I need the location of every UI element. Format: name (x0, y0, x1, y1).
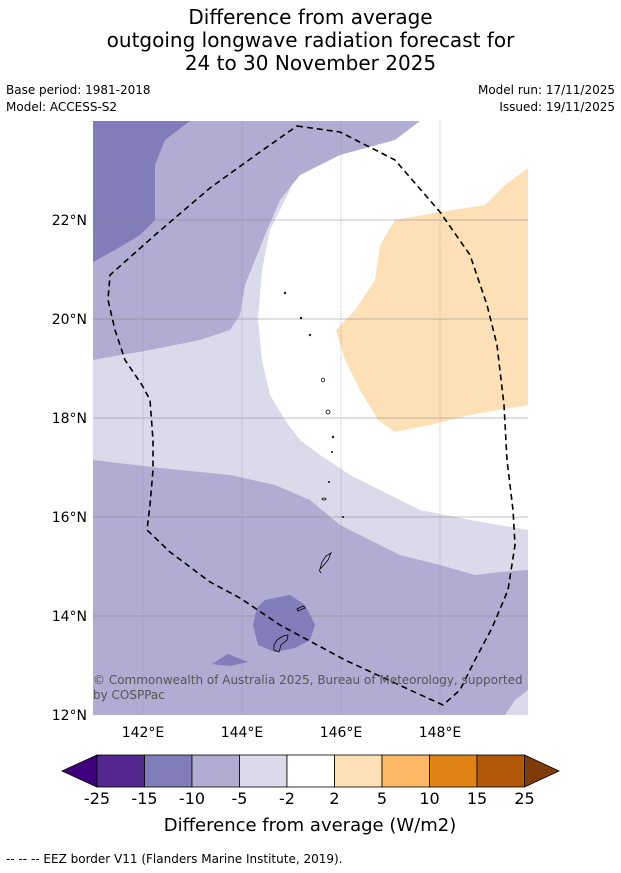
lat-label: 16°N (52, 510, 87, 526)
lon-label: 148°E (419, 725, 462, 741)
anomaly-band-medium-south (93, 460, 528, 715)
anomaly-dark-small (212, 654, 248, 666)
colorbar-tick: 2 (329, 789, 339, 808)
colorbar-swatch (96, 754, 145, 788)
model-run: Model run: 17/11/2025 (477, 83, 615, 97)
colorbar-ticks: -25 -15 -10 -5 -2 2 5 10 15 25 (84, 789, 535, 808)
lat-label: 12°N (52, 708, 87, 724)
issued-date: Issued: 19/11/2025 (499, 100, 615, 114)
colorbar-swatch (381, 754, 430, 788)
colorbar-tick: 25 (514, 789, 534, 808)
colorbar (61, 754, 560, 788)
copyright-line-2: by COSPPac (93, 688, 165, 702)
lat-label: 18°N (52, 411, 87, 427)
colorbar-swatch (191, 754, 240, 788)
positive-anomaly-region (336, 168, 528, 432)
copyright-line-1: © Commonwealth of Australia 2025, Bureau… (93, 673, 523, 687)
model-name: Model: ACCESS-S2 (6, 100, 118, 114)
colorbar-tick: -2 (279, 789, 295, 808)
anomaly-band-medium-north (93, 121, 420, 360)
base-period: Base period: 1981-2018 (6, 83, 151, 97)
colorbar-tick: 15 (467, 789, 487, 808)
lon-label: 146°E (320, 725, 363, 741)
lon-label: 144°E (221, 725, 264, 741)
colorbar-swatch (476, 754, 525, 788)
colorbar-label: Difference from average (W/m2) (164, 815, 456, 836)
lat-label: 22°N (52, 213, 87, 229)
meta-left: Base period: 1981-2018 Model: ACCESS-S2 (6, 82, 151, 116)
anomaly-dark-northwest (93, 121, 190, 262)
colorbar-tick: 10 (419, 789, 439, 808)
colorbar-swatch (239, 754, 288, 788)
colorbar-tick: -5 (232, 789, 248, 808)
colorbar-tick: -10 (179, 789, 205, 808)
eez-border (107, 125, 516, 706)
colorbar-tick: -25 (84, 789, 110, 808)
chart-title: Difference from average outgoing longwav… (0, 6, 621, 75)
colorbar-tick: 5 (377, 789, 387, 808)
lat-label: 20°N (52, 312, 87, 328)
anomaly-light-southeast (505, 690, 528, 715)
title-line-2: outgoing longwave radiation forecast for (106, 28, 515, 52)
anomaly-dark-guam (253, 595, 315, 652)
lon-label: 142°E (122, 725, 165, 741)
colorbar-tick: -15 (131, 789, 157, 808)
colorbar-swatch (144, 754, 193, 788)
meta-right: Model run: 17/11/2025 Issued: 19/11/2025 (478, 82, 615, 116)
lat-label: 14°N (52, 609, 87, 625)
islands (273, 291, 344, 653)
title-line-3: 24 to 30 November 2025 (184, 51, 437, 75)
colorbar-extend-low (61, 754, 98, 788)
latitude-labels: 12°N 14°N 16°N 18°N 20°N 22°N (52, 213, 87, 724)
colorbar-swatch (286, 754, 335, 788)
eez-footnote: -- -- -- EEZ border V11 (Flanders Marine… (6, 852, 343, 866)
colorbar-extend-high (524, 754, 560, 788)
colorbar-swatch (429, 754, 478, 788)
map-area: © Commonwealth of Australia 2025, Bureau… (93, 121, 528, 715)
colorbar-swatch (334, 754, 383, 788)
title-line-1: Difference from average (188, 5, 433, 29)
longitude-labels: 142°E 144°E 146°E 148°E (122, 725, 462, 741)
map-gridlines (93, 121, 528, 715)
